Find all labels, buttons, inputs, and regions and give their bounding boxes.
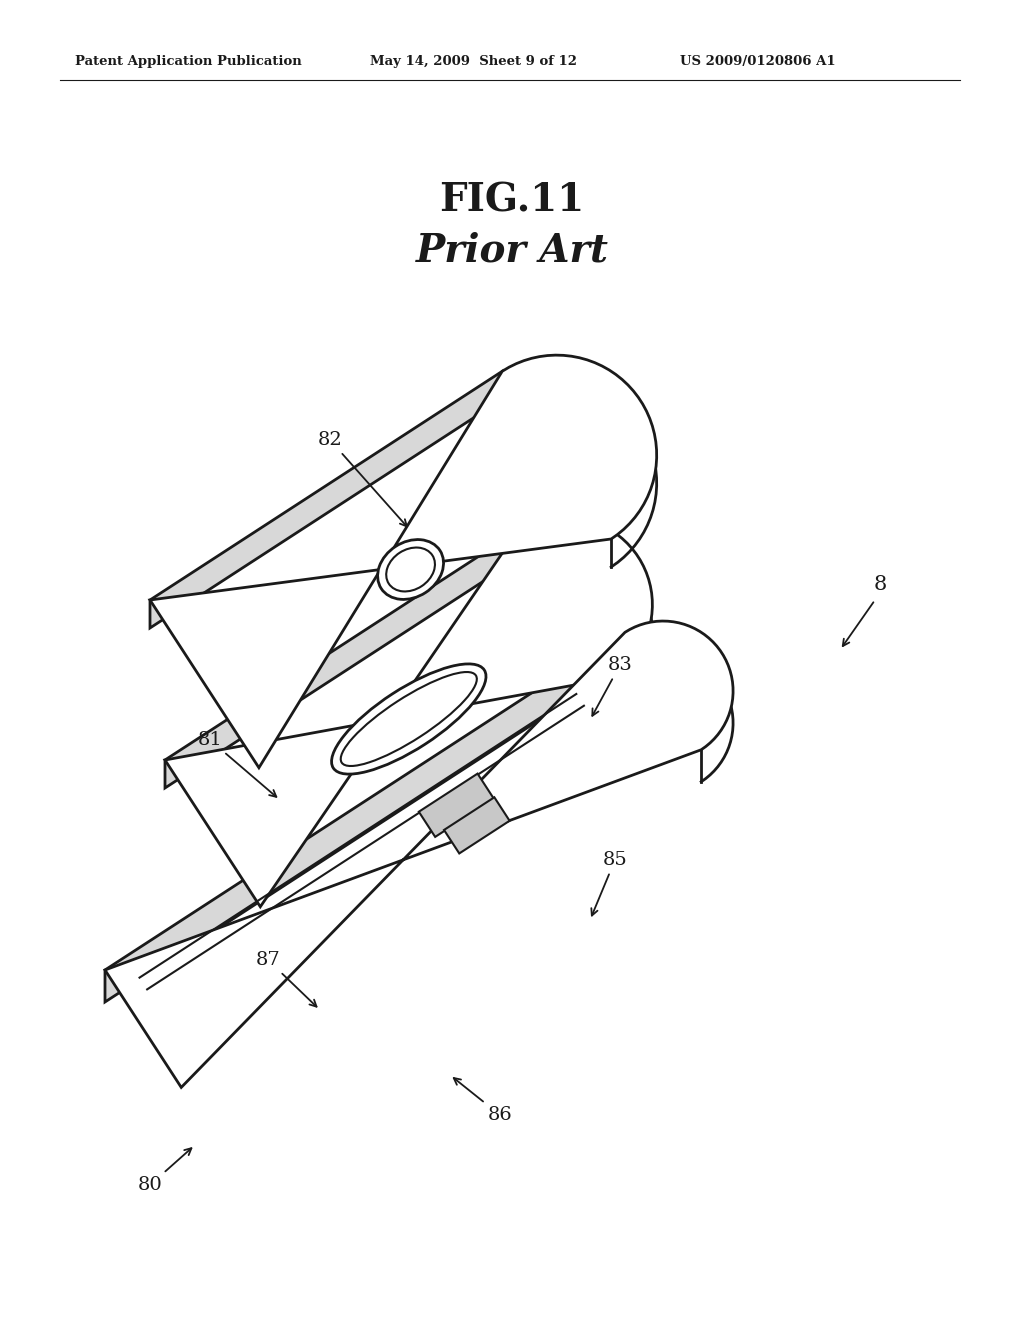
Polygon shape xyxy=(419,774,494,837)
Text: 8: 8 xyxy=(873,576,887,594)
Polygon shape xyxy=(150,355,656,768)
Polygon shape xyxy=(165,531,517,788)
Ellipse shape xyxy=(341,672,477,766)
Text: 82: 82 xyxy=(317,432,407,527)
Text: 86: 86 xyxy=(454,1078,512,1125)
Text: US 2009/0120806 A1: US 2009/0120806 A1 xyxy=(680,55,836,69)
Ellipse shape xyxy=(378,540,443,599)
Text: 80: 80 xyxy=(137,1148,191,1195)
Text: Patent Application Publication: Patent Application Publication xyxy=(75,55,302,69)
Polygon shape xyxy=(105,632,625,1002)
Ellipse shape xyxy=(386,548,435,591)
Ellipse shape xyxy=(332,664,486,774)
Text: 87: 87 xyxy=(256,950,316,1007)
Text: 83: 83 xyxy=(592,656,633,715)
Text: 81: 81 xyxy=(198,731,276,797)
Text: FIG.11: FIG.11 xyxy=(439,181,585,219)
Polygon shape xyxy=(444,797,510,854)
Polygon shape xyxy=(150,371,502,628)
Text: May 14, 2009  Sheet 9 of 12: May 14, 2009 Sheet 9 of 12 xyxy=(370,55,577,69)
Polygon shape xyxy=(165,517,652,907)
Text: Prior Art: Prior Art xyxy=(416,231,608,269)
Polygon shape xyxy=(105,620,733,1088)
Text: 85: 85 xyxy=(591,851,628,916)
